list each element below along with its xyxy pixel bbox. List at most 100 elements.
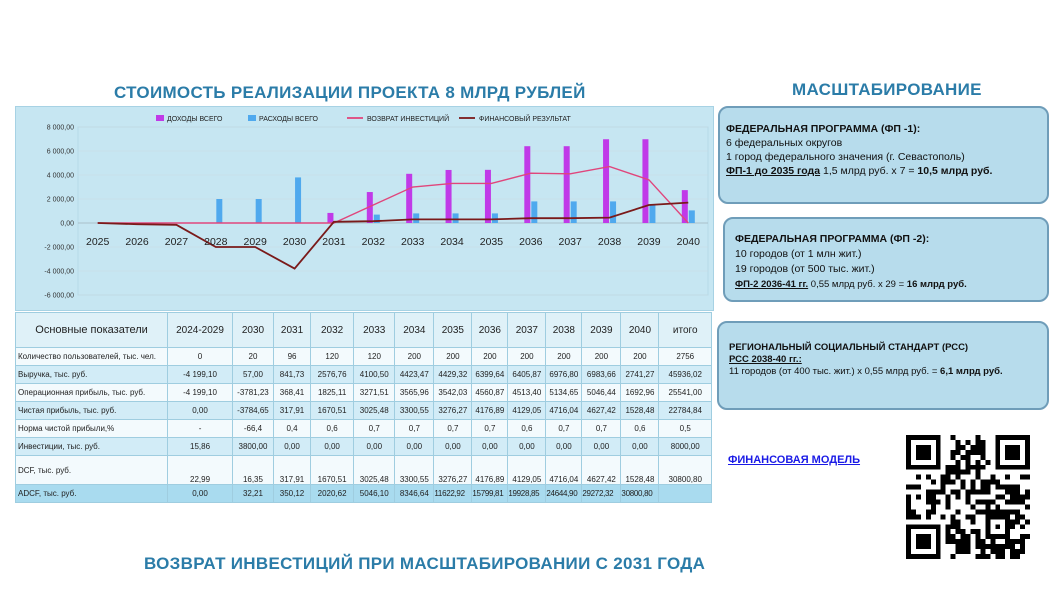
table-cell: 4429,32: [433, 365, 473, 384]
qr-module: [945, 504, 951, 510]
qr-module: [950, 539, 956, 545]
table-cell: 200: [507, 347, 547, 366]
qr-module: [915, 444, 931, 460]
table-header-cell: 2035: [433, 312, 473, 348]
qr-module: [975, 529, 981, 535]
table-cell: 96: [273, 347, 312, 366]
qr-module: [985, 484, 991, 490]
qr-module: [980, 489, 986, 495]
bar-expense: [570, 201, 577, 223]
qr-module: [965, 454, 971, 460]
x-tick-label: 2035: [480, 236, 504, 248]
qr-module: [975, 539, 981, 545]
qr-module: [1020, 494, 1026, 500]
table-cell: 200: [545, 347, 583, 366]
qr-module: [1000, 509, 1006, 515]
qr-module: [940, 514, 946, 520]
table-row: Выручка, тыс. руб. -4 199,10 57,00 841,73 25…: [14, 365, 712, 384]
table-cell: 4716,04: [545, 455, 583, 485]
table-cell: 1670,51: [310, 455, 355, 485]
table-header-cell: 2034: [394, 312, 435, 348]
qr-module: [950, 469, 956, 475]
qr-module: [960, 484, 966, 490]
qr-module: [955, 539, 961, 545]
table-cell: 3565,96: [394, 383, 435, 402]
qr-module: [906, 494, 911, 500]
qr-module: [910, 484, 916, 490]
table-cell: 57,00: [231, 365, 275, 384]
qr-module: [1010, 544, 1016, 550]
table-cell: 0,4: [273, 419, 312, 438]
qr-module: [955, 494, 961, 500]
qr-module: [980, 499, 986, 505]
bar-expense: [255, 199, 262, 223]
qr-module: [980, 449, 986, 455]
table-header-cell: 2040: [620, 312, 660, 348]
table-row: ADCF, тыс. руб. 0,00 32,21 350,12 2020,62 504…: [14, 484, 712, 503]
x-tick-label: 2027: [165, 236, 189, 248]
qr-module: [1010, 484, 1016, 490]
qr-module: [1010, 524, 1016, 530]
qr-module: [950, 479, 956, 485]
table-cell: 19928,85: [507, 484, 547, 503]
qr-module: [965, 489, 971, 495]
table-header-cell: итого: [658, 312, 712, 348]
qr-module: [970, 479, 976, 485]
row-label: Норма чистой прибыли,%: [14, 419, 169, 438]
qr-module: [955, 524, 961, 530]
row-label: Выручка, тыс. руб.: [14, 365, 169, 384]
qr-code-icon[interactable]: [906, 435, 1030, 559]
qr-module: [990, 499, 996, 505]
rss-term: РСС 2038-40 гг.:: [729, 354, 802, 365]
bottom-caption: ВОЗВРАТ ИНВЕСТИЦИЙ ПРИ МАСШТАБИРОВАНИИ С…: [144, 554, 706, 573]
qr-module: [945, 494, 951, 500]
bar-income: [406, 173, 413, 223]
table-cell: 1692,96: [620, 383, 660, 402]
qr-module: [1010, 539, 1016, 545]
qr-module: [925, 514, 931, 520]
table-cell: 4627,42: [581, 455, 622, 485]
fp1-summary-term: ФП-1 до 2035 года: [726, 165, 821, 177]
qr-module: [1010, 554, 1016, 559]
table-cell: 200: [620, 347, 660, 366]
qr-module: [950, 449, 956, 455]
qr-module: [970, 464, 976, 470]
qr-module: [990, 539, 996, 545]
table-cell: -3781,23: [231, 383, 275, 402]
table-cell: 22,99: [167, 455, 233, 485]
legend-swatch: [248, 115, 256, 121]
financial-model-link[interactable]: ФИНАНСОВАЯ МОДЕЛЬ: [728, 454, 861, 466]
rss-summary-total: 6,1 млрд руб.: [940, 366, 1003, 377]
qr-module: [970, 529, 976, 535]
x-tick-label: 2031: [322, 236, 346, 248]
qr-module: [955, 489, 961, 495]
x-tick-label: 2029: [244, 236, 268, 248]
table-cell: 4423,47: [394, 365, 435, 384]
metrics-table: Основные показатели 2024-2029 2030 2031 2032…: [14, 312, 712, 503]
qr-module: [990, 549, 996, 555]
table-row: Операционная прибыль, тыс. руб. -4 199,10…: [14, 383, 712, 402]
qr-module: [980, 444, 986, 450]
qr-module: [985, 554, 991, 559]
table-header-cell: 2033: [353, 312, 396, 348]
line-financial-result: [97, 201, 689, 270]
qr-module: [1005, 474, 1011, 480]
table-cell: 0,00: [471, 437, 509, 456]
qr-module: [955, 469, 961, 475]
y-tick-label: 2 000,00: [47, 197, 74, 204]
qr-module: [930, 489, 936, 495]
table-cell: 4627,42: [581, 401, 622, 420]
legend-label: ВОЗВРАТ ИНВЕСТИЦИЙ: [367, 114, 449, 123]
qr-module: [1025, 494, 1030, 500]
qr-module: [1000, 549, 1006, 555]
qr-module: [955, 519, 961, 525]
fp1-summary-calc: 1,5 млрд руб. х 7 =: [820, 165, 918, 177]
qr-module: [925, 494, 931, 500]
table-cell: 317,91: [273, 401, 312, 420]
qr-module: [915, 494, 921, 500]
qr-module: [930, 494, 936, 500]
table-cell: 0,00: [167, 484, 233, 503]
qr-module: [960, 469, 966, 475]
table-cell: 0,7: [353, 419, 396, 438]
fp1-line-districts: 6 федеральных округов: [726, 137, 843, 149]
